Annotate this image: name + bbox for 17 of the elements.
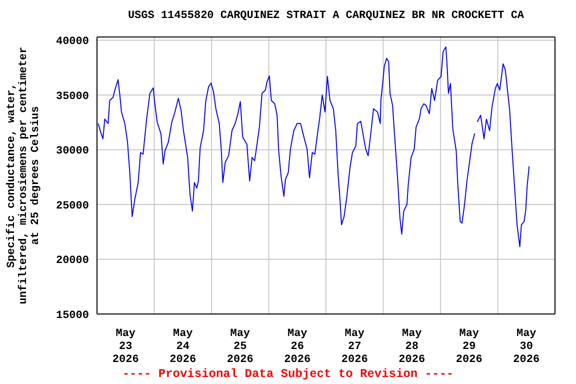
text: ---- Provisional Data Subject to Revision ---- [122, 367, 454, 381]
y-tick-label: 15000 [56, 310, 89, 322]
y-axis-title: Specific conductance, water, unfiltered, microsiemens per centimeter at 25 degrees Celsius [5, 46, 42, 304]
y-tick-label: 30000 [56, 146, 89, 158]
chart-title: USGS 11455820 CARQUINEZ STRAIT A CARQUINEZ BR NR CROCKETT CA [126, 10, 526, 22]
y-tick-label: 20000 [56, 255, 89, 268]
x-tick-label: May 23 2026 [112, 328, 139, 366]
x-tick-label: May 26 2026 [284, 328, 311, 366]
x-tick-label: May 27 2026 [341, 328, 368, 366]
x-tick-label: May 25 2026 [226, 328, 254, 366]
y-tick-label: 25000 [56, 200, 89, 212]
x-tick-label: May 30 2026 [513, 328, 540, 366]
x-tick-label: May 29 2026 [456, 328, 482, 366]
x-tick-label: May 24 2026 [170, 328, 196, 366]
y-tick-label: 40000 [56, 36, 89, 48]
y-tick-label: 35000 [56, 90, 89, 103]
x-tick-label: May 28 2026 [398, 328, 426, 366]
